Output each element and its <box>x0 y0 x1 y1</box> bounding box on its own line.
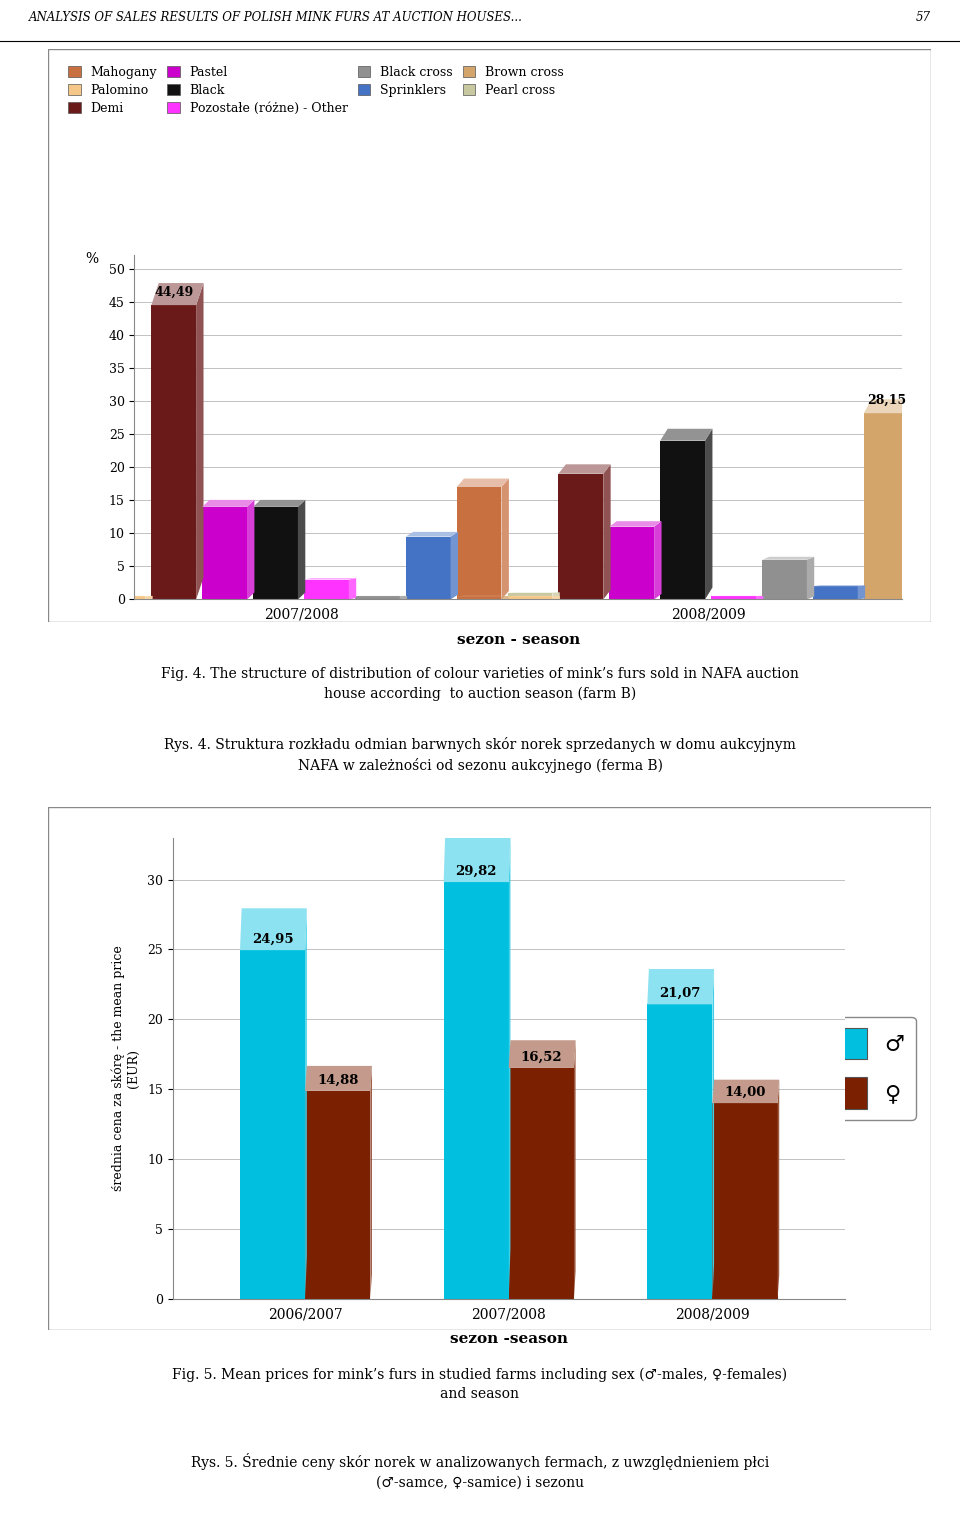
Bar <box>864 413 908 599</box>
Polygon shape <box>559 464 611 473</box>
Polygon shape <box>203 500 254 507</box>
Polygon shape <box>647 968 714 1004</box>
Polygon shape <box>240 908 307 950</box>
Polygon shape <box>864 400 916 413</box>
Text: 14,00: 14,00 <box>725 1087 766 1099</box>
Polygon shape <box>654 521 661 599</box>
Polygon shape <box>552 596 560 599</box>
Bar <box>660 441 705 599</box>
Polygon shape <box>457 478 509 487</box>
Polygon shape <box>196 283 204 599</box>
Polygon shape <box>712 968 714 1299</box>
Bar <box>240 950 305 1299</box>
Text: ANALYSIS OF SALES RESULTS OF POLISH MINK FURS AT AUCTION HOUSES...: ANALYSIS OF SALES RESULTS OF POLISH MINK… <box>29 11 522 23</box>
Bar <box>509 1068 574 1299</box>
Bar <box>203 507 247 599</box>
X-axis label: sezon -season: sezon -season <box>450 1333 567 1346</box>
Polygon shape <box>705 429 712 599</box>
Polygon shape <box>509 1041 576 1068</box>
Polygon shape <box>348 578 356 599</box>
Text: Fig. 4. The structure of distribution of colour varieties of mink’s furs sold in: Fig. 4. The structure of distribution of… <box>161 667 799 701</box>
Bar <box>813 586 857 599</box>
Bar <box>457 596 501 599</box>
Y-axis label: średnia cena za skórę - the mean price
(EUR): średnia cena za skórę - the mean price (… <box>111 945 140 1191</box>
Polygon shape <box>406 532 458 536</box>
Polygon shape <box>450 532 458 599</box>
Polygon shape <box>915 529 960 533</box>
Bar <box>915 533 959 599</box>
Polygon shape <box>298 500 305 599</box>
Text: 24,95: 24,95 <box>252 933 294 945</box>
Bar <box>508 596 552 599</box>
Bar <box>457 487 501 599</box>
Polygon shape <box>552 592 560 599</box>
Polygon shape <box>444 832 511 882</box>
Legend: Mahogany, Palomino, Demi, Pastel, Black, Pozostałe (różne) - Other, Black cross,: Mahogany, Palomino, Demi, Pastel, Black,… <box>63 61 569 120</box>
Polygon shape <box>501 596 509 599</box>
Text: 29,82: 29,82 <box>455 865 497 878</box>
Text: Rys. 5. Średnie ceny skór norek w analizowanych fermach, z uwzględnieniem płci
(: Rys. 5. Średnie ceny skór norek w analiz… <box>191 1452 769 1489</box>
Polygon shape <box>145 596 153 599</box>
Bar <box>355 596 399 599</box>
Text: 28,15: 28,15 <box>867 393 906 407</box>
Bar <box>508 593 552 599</box>
Polygon shape <box>603 464 611 599</box>
Polygon shape <box>399 596 407 599</box>
X-axis label: sezon - season: sezon - season <box>457 633 580 647</box>
Bar <box>610 527 654 599</box>
Bar <box>152 306 196 599</box>
Bar <box>101 596 145 599</box>
Polygon shape <box>857 586 865 599</box>
Bar <box>647 1004 712 1299</box>
Bar <box>559 473 603 599</box>
Polygon shape <box>152 283 204 306</box>
Bar <box>762 559 806 599</box>
Text: Rys. 4. Struktura rozkładu odmian barwnych skór norek sprzedanych w domu aukcyjn: Rys. 4. Struktura rozkładu odmian barwny… <box>164 738 796 773</box>
Polygon shape <box>660 429 712 441</box>
Text: 14,88: 14,88 <box>317 1074 358 1087</box>
Polygon shape <box>94 510 102 599</box>
Bar <box>305 1091 371 1299</box>
Polygon shape <box>509 832 511 1299</box>
Polygon shape <box>778 1079 780 1299</box>
Polygon shape <box>762 556 814 559</box>
Polygon shape <box>305 908 307 1299</box>
Bar <box>444 882 509 1299</box>
Polygon shape <box>253 500 305 507</box>
Polygon shape <box>305 1065 372 1091</box>
Text: Fig. 5. Mean prices for mink’s furs in studied farms including sex (♂-males, ♀-f: Fig. 5. Mean prices for mink’s furs in s… <box>173 1368 787 1402</box>
Polygon shape <box>574 1041 576 1299</box>
Polygon shape <box>501 478 509 599</box>
Bar <box>712 1104 778 1299</box>
Text: 21,07: 21,07 <box>660 987 701 1001</box>
Bar <box>304 579 348 599</box>
Legend: ♂, ♀: ♂, ♀ <box>823 1017 916 1119</box>
Bar <box>406 536 450 599</box>
Text: 44,49: 44,49 <box>155 286 193 298</box>
Bar <box>253 507 298 599</box>
Polygon shape <box>712 1079 780 1104</box>
Bar <box>711 596 756 599</box>
Polygon shape <box>247 500 254 599</box>
Y-axis label: %: % <box>85 252 99 266</box>
Text: 57: 57 <box>916 11 931 23</box>
Text: 16,52: 16,52 <box>520 1051 563 1064</box>
Polygon shape <box>371 1065 372 1299</box>
Polygon shape <box>610 521 661 527</box>
Polygon shape <box>50 510 102 516</box>
Polygon shape <box>806 556 814 599</box>
Polygon shape <box>908 400 916 599</box>
Polygon shape <box>756 596 763 599</box>
Bar <box>50 516 94 599</box>
